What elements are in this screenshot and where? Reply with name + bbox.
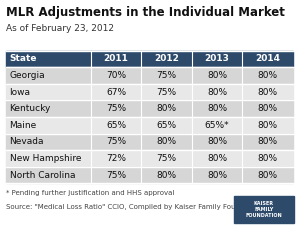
Text: 80%: 80% xyxy=(207,71,227,80)
Text: 65%*: 65%* xyxy=(205,121,229,130)
Text: 80%: 80% xyxy=(207,154,227,163)
Text: 80%: 80% xyxy=(207,104,227,113)
Text: 67%: 67% xyxy=(106,88,126,97)
Text: 75%: 75% xyxy=(157,71,177,80)
Text: 80%: 80% xyxy=(257,104,278,113)
Text: 80%: 80% xyxy=(207,88,227,97)
Text: 80%: 80% xyxy=(207,137,227,146)
Text: 72%: 72% xyxy=(106,154,126,163)
Text: 65%: 65% xyxy=(157,121,177,130)
Text: Georgia: Georgia xyxy=(10,71,45,80)
Text: 75%: 75% xyxy=(157,88,177,97)
Text: 80%: 80% xyxy=(257,121,278,130)
Text: North Carolina: North Carolina xyxy=(10,171,75,180)
Text: Iowa: Iowa xyxy=(10,88,31,97)
Text: Nevada: Nevada xyxy=(10,137,44,146)
Text: 2014: 2014 xyxy=(255,54,280,63)
Text: 80%: 80% xyxy=(157,104,177,113)
Text: 80%: 80% xyxy=(157,171,177,180)
Text: 75%: 75% xyxy=(157,154,177,163)
Text: 2012: 2012 xyxy=(154,54,179,63)
Text: 65%: 65% xyxy=(106,121,126,130)
Text: 80%: 80% xyxy=(257,88,278,97)
Text: KAISER
FAMILY
FOUNDATION: KAISER FAMILY FOUNDATION xyxy=(246,200,282,218)
Text: 80%: 80% xyxy=(157,137,177,146)
Text: As of February 23, 2012: As of February 23, 2012 xyxy=(6,24,114,33)
Text: 80%: 80% xyxy=(257,71,278,80)
Text: 80%: 80% xyxy=(257,171,278,180)
Text: 75%: 75% xyxy=(106,171,126,180)
Text: 75%: 75% xyxy=(106,137,126,146)
Text: New Hampshire: New Hampshire xyxy=(10,154,81,163)
Text: 2011: 2011 xyxy=(104,54,129,63)
Text: * Pending further justification and HHS approval: * Pending further justification and HHS … xyxy=(6,190,174,196)
Text: 80%: 80% xyxy=(257,154,278,163)
Text: MLR Adjustments in the Individual Market: MLR Adjustments in the Individual Market xyxy=(6,6,285,19)
Text: 80%: 80% xyxy=(257,137,278,146)
Text: 75%: 75% xyxy=(106,104,126,113)
Text: Kentucky: Kentucky xyxy=(10,104,51,113)
Text: 2013: 2013 xyxy=(205,54,230,63)
Text: State: State xyxy=(10,54,37,63)
Text: 80%: 80% xyxy=(207,171,227,180)
Text: Source: "Medical Loss Ratio" CCIO, Compiled by Kaiser Family Foundation: Source: "Medical Loss Ratio" CCIO, Compi… xyxy=(6,204,262,210)
Text: 70%: 70% xyxy=(106,71,126,80)
Text: Maine: Maine xyxy=(10,121,37,130)
